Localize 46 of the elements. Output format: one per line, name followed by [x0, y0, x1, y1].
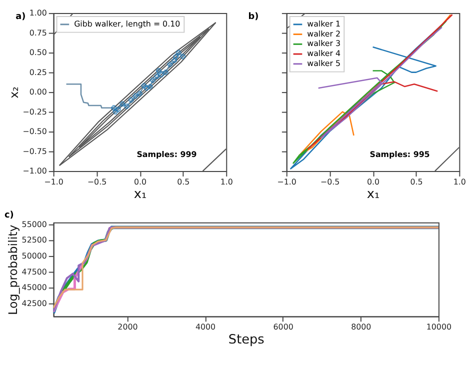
y-tick-label: 52500 [22, 236, 47, 245]
legend-label: Gibb walker, length = 0.10 [74, 19, 180, 28]
annotation: Samples: 999 [136, 150, 197, 160]
x-tick-label: 1.0 [453, 177, 466, 186]
y-axis-title: Log_probability [6, 224, 20, 315]
x-tick-label: 6000 [273, 322, 294, 332]
x-axis-title: x₁ [366, 187, 380, 202]
x-axis-title: Steps [228, 332, 265, 348]
legend-label: walker 3 [307, 39, 341, 48]
legend-label: walker 2 [307, 29, 341, 38]
x-tick-label: 0.0 [366, 177, 380, 186]
y-tick-label: 0.75 [29, 28, 47, 38]
y-tick-label: −0.75 [22, 146, 47, 156]
y-axis-title: x₂ [6, 86, 21, 98]
x-tick-label: 8000 [351, 322, 372, 332]
annotation: Samples: 995 [370, 150, 430, 160]
y-tick-label: 0.00 [29, 88, 47, 97]
y-tick-label: 1.00 [29, 8, 47, 18]
y-tick-label: 47500 [22, 267, 47, 276]
x-tick-label: 0.0 [134, 177, 147, 186]
y-tick-label: −1.00 [22, 166, 47, 176]
y-tick-label: 50000 [22, 251, 47, 260]
y-tick-label: 0.25 [29, 68, 47, 77]
text: a) [16, 12, 26, 22]
x-tick-label: −0.5 [87, 177, 107, 186]
y-tick-label: −0.50 [22, 127, 47, 136]
x-tick-label: 0.5 [410, 177, 423, 186]
legend-label: walker 1 [307, 19, 341, 28]
x-tick-label: 0.5 [177, 177, 190, 186]
y-tick-label: 42500 [22, 299, 47, 308]
x-tick-label: −1.0 [44, 177, 64, 186]
x-tick-label: 4000 [195, 322, 216, 332]
text: b) [248, 12, 259, 22]
x-tick-label: 1.0 [220, 177, 233, 186]
legend-label: walker 5 [307, 58, 341, 68]
x-tick-label: 2000 [118, 322, 138, 332]
y-tick-label: −0.25 [22, 107, 47, 116]
text: c) [4, 210, 14, 220]
x-tick-label: −0.5 [320, 177, 340, 186]
x-axis-title: x₁ [134, 187, 147, 202]
x-tick-label: −1.0 [277, 177, 296, 186]
x-tick-label: 10000 [426, 322, 452, 332]
y-tick-label: 45000 [22, 283, 47, 292]
y-tick-label: 55000 [22, 220, 47, 229]
y-tick-label: 0.50 [29, 48, 47, 58]
legend-label: walker 4 [307, 49, 341, 58]
